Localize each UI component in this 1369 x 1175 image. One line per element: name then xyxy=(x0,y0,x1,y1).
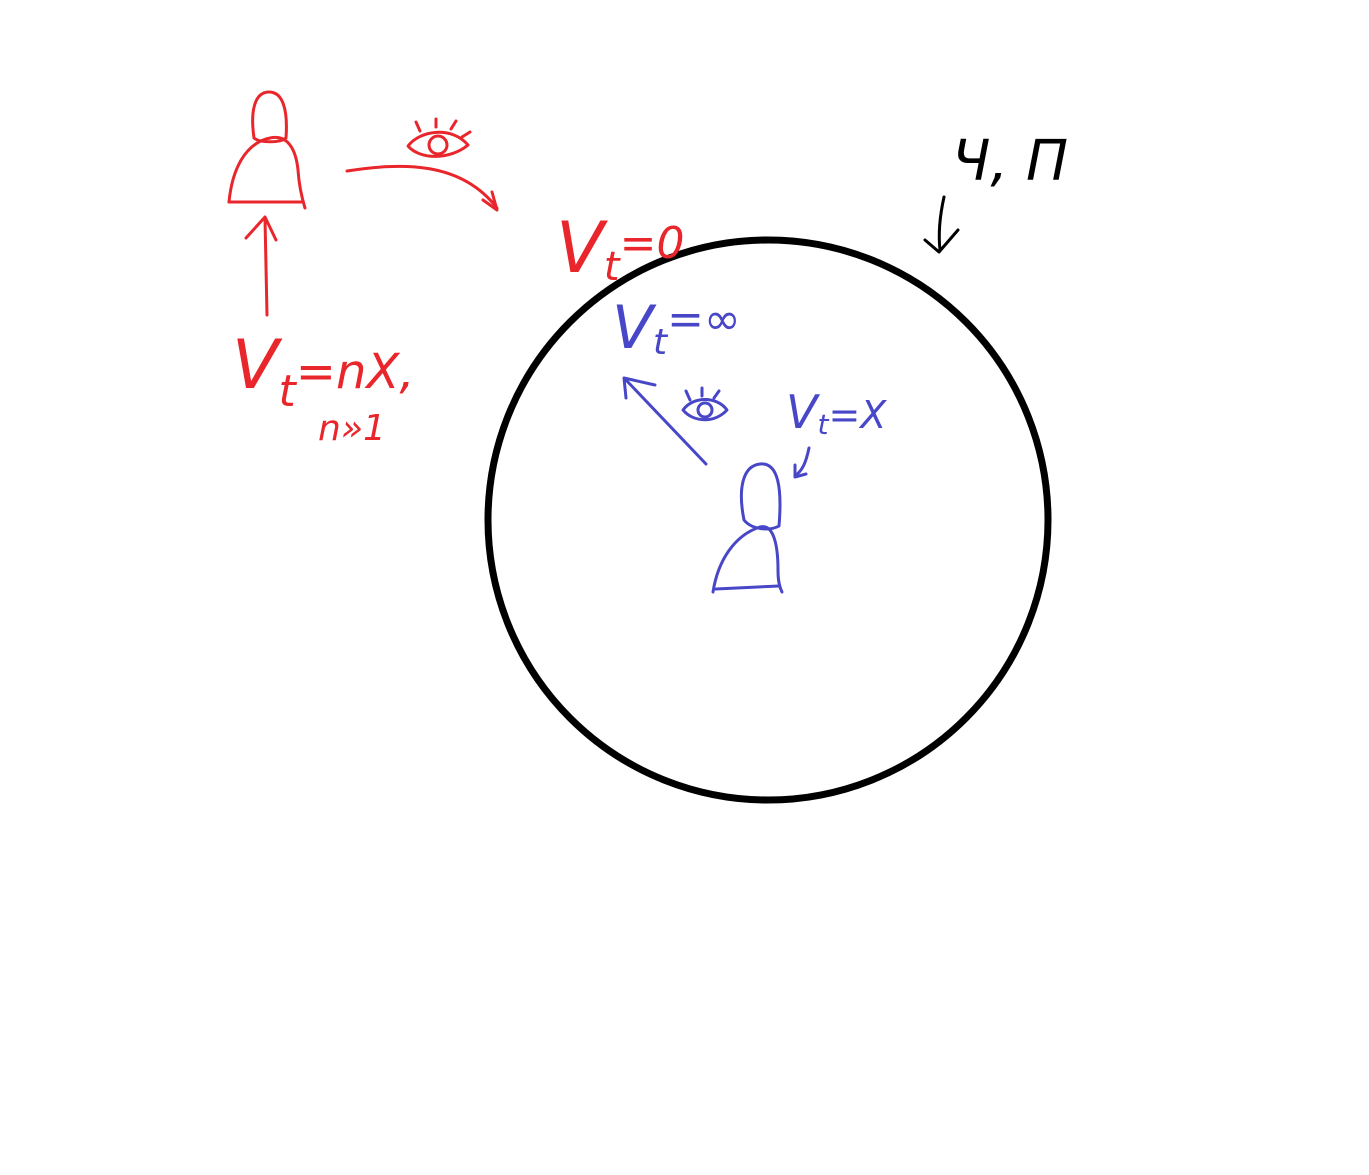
inner-pointer-arrow xyxy=(793,446,811,479)
inner-observer-group xyxy=(622,376,811,594)
boundary-note-label: Ч, П xyxy=(952,129,1068,194)
outer-velocity-label: Vt=nX, xyxy=(232,326,415,417)
inner-person-icon xyxy=(711,462,784,594)
outer-up-arrow xyxy=(244,215,278,317)
outer-person-icon xyxy=(227,90,307,210)
horizon-velocity-label: Vt=0 xyxy=(556,207,684,290)
outer-condition-label: n»1 xyxy=(318,408,386,449)
boundary-annotation-group xyxy=(923,195,960,254)
eye-icon xyxy=(681,386,729,422)
outer-observer-group xyxy=(227,90,499,317)
boundary-pointer-arrow xyxy=(923,195,960,254)
inner-observed-velocity-label: Vt=∞ xyxy=(612,293,741,363)
boundary-circle xyxy=(484,236,1052,804)
outer-curve-arrow xyxy=(345,164,499,212)
inner-velocity-label: Vt=X xyxy=(786,385,887,441)
inner-view-arrow xyxy=(622,376,708,466)
eye-icon xyxy=(406,117,472,158)
